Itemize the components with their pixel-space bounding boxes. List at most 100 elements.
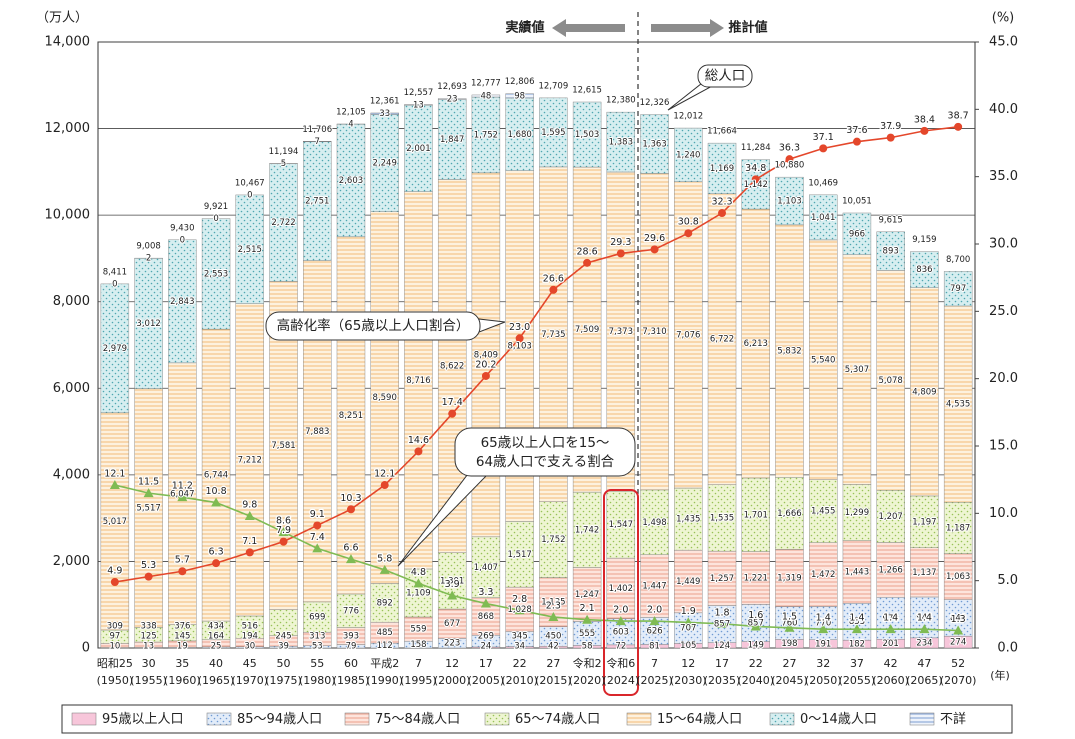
- value-label: 857: [748, 619, 764, 629]
- line-label: 37.1: [813, 132, 834, 143]
- value-label: 1,443: [845, 567, 869, 577]
- value-label: 274: [950, 638, 966, 648]
- bar-segment: [572, 567, 602, 622]
- value-label: 7: [315, 137, 320, 147]
- line-marker: [750, 621, 761, 631]
- value-label: 1,301: [440, 576, 464, 586]
- lines: [109, 122, 964, 635]
- value-label: 516: [242, 622, 258, 632]
- value-label: 1,207: [879, 512, 903, 522]
- bar-segment: [201, 328, 231, 622]
- value-label: 98: [514, 91, 525, 101]
- line-marker: [718, 209, 727, 218]
- value-label: 5,078: [879, 376, 903, 386]
- value-label: 2,843: [170, 297, 194, 307]
- line-label: 7.9: [276, 525, 291, 536]
- bar-segment: [471, 94, 501, 98]
- bar-segment: [741, 208, 770, 479]
- x-tick-year: (2070): [940, 674, 977, 687]
- line-marker: [649, 616, 660, 626]
- value-label: 8,103: [507, 342, 531, 352]
- bar-segment: [100, 283, 130, 414]
- total-label: 11,284: [741, 143, 771, 153]
- value-label: 1,498: [642, 518, 666, 528]
- line-marker: [109, 480, 120, 490]
- value-label: 7,509: [575, 325, 599, 335]
- bar-segment: [370, 114, 399, 212]
- bar-segment: [606, 490, 636, 559]
- value-label: 1,680: [507, 130, 531, 140]
- value-label: 338: [140, 622, 156, 632]
- line-marker: [448, 409, 457, 418]
- x-tick-label: 47: [917, 657, 931, 670]
- total-label: 10,880: [775, 161, 805, 171]
- callout-text: 高齢化率（65歳以上人口割合）: [277, 317, 470, 334]
- total-label: 12,615: [572, 85, 602, 95]
- line-marker: [414, 447, 423, 456]
- bar-segment: [640, 114, 669, 174]
- value-label: 434: [208, 622, 224, 632]
- arrow-left: [552, 19, 625, 37]
- line-marker: [683, 617, 694, 627]
- bar-segment: [606, 557, 636, 619]
- callout-box: [697, 64, 753, 88]
- line-marker: [785, 155, 794, 164]
- total-label: 12,380: [606, 96, 636, 106]
- value-label: 234: [916, 638, 932, 648]
- x-tick-label: 17: [715, 657, 729, 670]
- bar-segment: [404, 191, 433, 570]
- arrow-right: [651, 19, 724, 37]
- value-label: 0: [180, 235, 185, 245]
- value-label: 853: [849, 617, 865, 627]
- bar-segment: [505, 93, 534, 99]
- value-label: 1,247: [575, 590, 599, 600]
- total-label: 8,700: [946, 255, 970, 265]
- bar-segment: [943, 271, 973, 307]
- x-tick-label: 32: [816, 657, 830, 670]
- bar-segment: [404, 616, 433, 642]
- line-label: 8.6: [276, 516, 291, 527]
- line-label: 28.6: [577, 246, 598, 257]
- value-label: 2,553: [204, 269, 228, 279]
- bar-segment: [235, 194, 264, 304]
- x-tick-year: (1990): [366, 674, 403, 687]
- value-label: 72: [615, 642, 626, 652]
- value-label: 760: [781, 618, 797, 628]
- line: [114, 484, 959, 632]
- y2-tick-label: 30.0: [989, 237, 1018, 252]
- bar-segment: [539, 501, 568, 578]
- value-label: 2,249: [373, 159, 397, 169]
- value-label: 603: [613, 627, 629, 637]
- value-label: 1,063: [946, 572, 970, 582]
- value-label: 1,142: [744, 180, 768, 190]
- value-label: 1,752: [474, 130, 498, 140]
- value-label: 2: [146, 254, 151, 264]
- legend-label: 不詳: [940, 711, 966, 727]
- y-tick-label: 12,000: [45, 121, 91, 136]
- x-tick-year: (2020): [569, 674, 606, 687]
- projected-label: 推計値: [728, 20, 767, 36]
- value-label: 2,751: [305, 197, 329, 207]
- value-label: 194: [242, 632, 258, 642]
- value-label: 770: [815, 619, 831, 629]
- value-label: 58: [582, 642, 593, 652]
- bar-segment: [943, 502, 973, 554]
- total-label: 11,664: [707, 127, 737, 137]
- x-unit: (年): [990, 668, 1010, 682]
- line-marker: [582, 614, 593, 624]
- value-label: 5,540: [811, 355, 835, 365]
- line-marker: [583, 258, 592, 267]
- line-marker: [818, 624, 829, 634]
- line-label: 1.3: [951, 614, 966, 625]
- value-label: 868: [478, 612, 494, 622]
- bar-segment: [303, 141, 332, 261]
- value-label: 1,363: [642, 140, 666, 150]
- total-label: 8,411: [103, 267, 127, 277]
- line-label: 32.3: [711, 197, 732, 208]
- line-label: 36.3: [779, 143, 800, 154]
- line-label: 30.8: [678, 217, 699, 228]
- legend-label: 0～14歳人口: [800, 712, 877, 727]
- x-tick-year: (1960): [164, 674, 201, 687]
- value-label: 7,581: [271, 441, 295, 451]
- line-marker: [684, 229, 693, 238]
